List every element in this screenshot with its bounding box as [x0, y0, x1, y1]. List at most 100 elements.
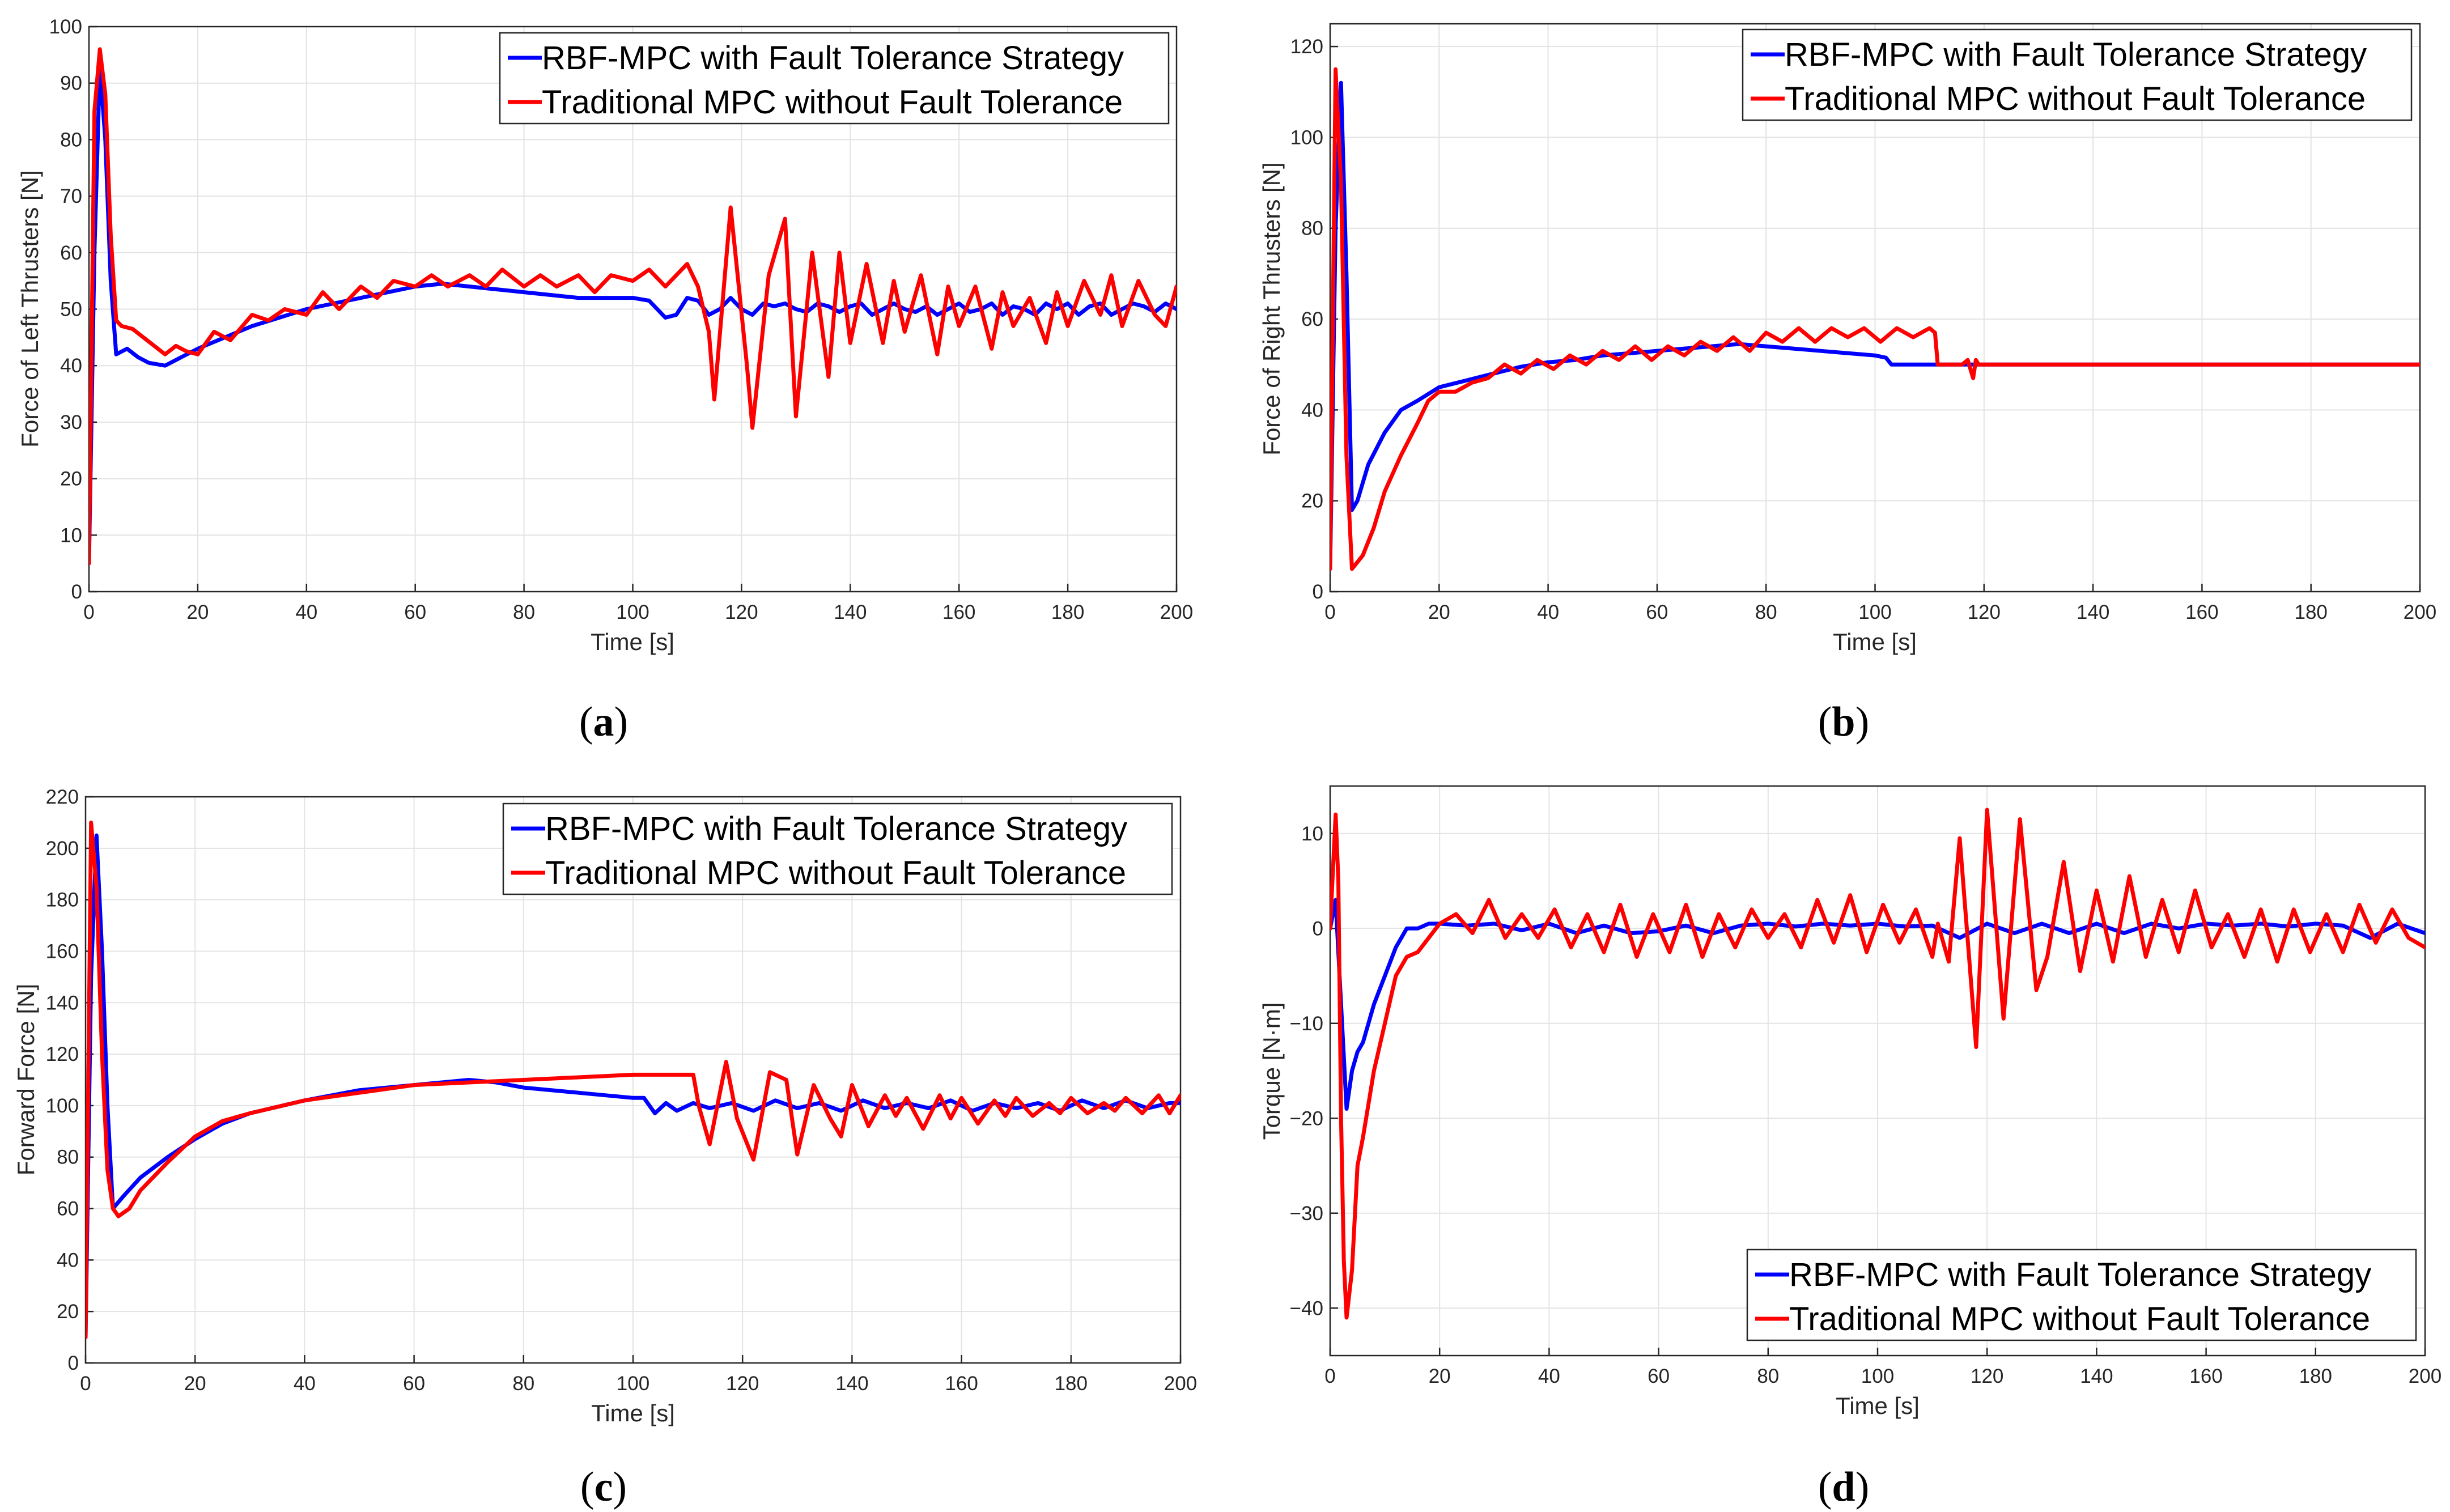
subplot-b-legend: RBF-MPC with Fault Tolerance Strategy Tr…	[1742, 28, 2413, 121]
subplot-d-xtick-label: 140	[2080, 1365, 2113, 1387]
subplot-d-xtick-label: 20	[1429, 1365, 1451, 1387]
subplot-a-series-rbf-mpc-line	[89, 64, 1177, 566]
subplot-b-caption-letter: b	[1832, 699, 1855, 745]
subplot-c-xtick-label: 160	[945, 1373, 978, 1395]
subplot-a-xtick-label: 100	[616, 601, 649, 623]
subplot-c-xtick-label: 100	[617, 1373, 649, 1395]
subplot-b-ytick-label: 20	[1301, 490, 1323, 512]
subplot-d-ytick-label: 10	[1301, 823, 1323, 845]
subplot-c-ytick-label: 220	[46, 786, 79, 808]
subplot-b-xtick-label: 0	[1324, 601, 1335, 623]
subplot-d-xtick-label: 80	[1757, 1365, 1779, 1387]
subplot-c-ticks: 0 20 40 60 80 100 120 140 160 180 200 0 20 40 60 80 100 1…	[46, 786, 1198, 1395]
subplot-b-ytick-label: 60	[1301, 308, 1323, 330]
subplot-c: 0 20 40 60 80 100 120 140 160 180 200 0 20 40 60 80 100 1…	[12, 786, 1197, 1510]
subplot-c-ytick-label: 180	[46, 889, 79, 911]
subplot-d-legend: RBF-MPC with Fault Tolerance Strategy Tr…	[1746, 1248, 2417, 1341]
subplot-a-ytick-label: 70	[60, 185, 82, 207]
subplot-a-ylabel: Force of Left Thrusters [N]	[16, 170, 43, 447]
subplot-a-ticks: 0 20 40 60 80 100 120 140 160 180 200 0 10 20 30 40 50 60…	[49, 16, 1194, 623]
subplot-b-ticks: 0 20 40 60 80 100 120 140 160 180 200 0 20 40 60 80 100 1…	[1290, 36, 2437, 623]
subplot-d-xtick-label: 180	[2299, 1365, 2332, 1387]
subplot-a-xtick-label: 160	[942, 601, 975, 623]
subplot-c-ylabel: Forward Force [N]	[12, 984, 39, 1175]
subplot-a-legend-box	[499, 32, 1170, 125]
subplot-d-series-traditional-mpc-line	[1330, 808, 2425, 1320]
subplot-a-xtick-label: 80	[513, 601, 535, 623]
subplot-b: 0 20 40 60 80 100 120 140 160 180 200 0 20 40 60 80 100 1…	[1258, 23, 2437, 745]
subplot-d-xlabel: Time [s]	[1836, 1392, 1920, 1419]
subplot-c-ytick-label: 0	[68, 1352, 79, 1374]
subplot-a-xlabel: Time [s]	[591, 628, 674, 655]
subplot-b-xtick-label: 80	[1755, 601, 1777, 623]
subplot-b-legend-box	[1742, 28, 2413, 121]
subplot-d-ytick-label: −20	[1290, 1107, 1323, 1129]
subplot-b-ytick-label: 120	[1290, 36, 1323, 58]
subplot-a-ytick-label: 20	[60, 468, 82, 490]
subplot-b-xtick-label: 100	[1858, 601, 1891, 623]
subplot-b-xtick-label: 160	[2185, 601, 2218, 623]
subplot-c-xtick-label: 0	[80, 1373, 91, 1395]
subplot-b-xtick-label: 60	[1646, 601, 1668, 623]
subplot-d-caption: (d)	[1818, 1464, 1869, 1510]
subplot-d-xtick-label: 60	[1648, 1365, 1670, 1387]
subplot-c-xtick-label: 60	[403, 1373, 425, 1395]
subplot-a-ytick-label: 30	[60, 411, 82, 434]
subplot-b-legend-label-traditional: Traditional MPC without Fault Tolerance	[1785, 80, 2366, 117]
subplot-a-legend-label-rbf: RBF-MPC with Fault Tolerance Strategy	[542, 40, 1124, 77]
subplot-a-xtick-label: 140	[834, 601, 867, 623]
subplot-c-legend-label-rbf: RBF-MPC with Fault Tolerance Strategy	[545, 810, 1127, 847]
subplot-b-xtick-label: 140	[2077, 601, 2109, 623]
subplot-c-ytick-label: 60	[57, 1198, 79, 1220]
subplot-d-ytick-label: −30	[1290, 1203, 1323, 1225]
subplot-b-xtick-label: 180	[2294, 601, 2327, 623]
subplot-a-ytick-label: 0	[71, 581, 82, 603]
subplot-b-ylabel: Force of Right Thrusters [N]	[1258, 162, 1285, 455]
subplot-c-ytick-label: 160	[46, 940, 79, 962]
subplot-a-lines	[89, 47, 1177, 566]
subplot-b-caption: (b)	[1818, 699, 1869, 745]
subplot-d-xtick-label: 100	[1861, 1365, 1894, 1387]
subplot-d-series-rbf-mpc-line	[1330, 898, 2425, 1111]
subplot-c-legend-box	[502, 802, 1173, 895]
subplot-c-ytick-label: 100	[46, 1095, 79, 1117]
subplot-b-xtick-label: 20	[1428, 601, 1450, 623]
subplot-d-ytick-label: −40	[1290, 1297, 1323, 1319]
subplot-c-ytick-label: 140	[46, 992, 79, 1014]
subplot-c-xtick-label: 80	[512, 1373, 534, 1395]
subplot-c-xlabel: Time [s]	[591, 1400, 675, 1426]
subplot-a-series-traditional-mpc-line	[89, 47, 1177, 566]
subplot-d-caption-letter: d	[1832, 1464, 1855, 1510]
subplot-c-ytick-label: 40	[57, 1249, 79, 1271]
subplot-b-legend-label-rbf: RBF-MPC with Fault Tolerance Strategy	[1785, 36, 2367, 73]
subplot-c-xtick-label: 40	[294, 1373, 316, 1395]
subplot-c-lines	[86, 820, 1181, 1340]
subplot-a-ytick-label: 60	[60, 242, 82, 264]
subplot-c-xtick-label: 140	[835, 1373, 868, 1395]
subplot-c-xtick-label: 120	[726, 1373, 759, 1395]
subplot-b-xtick-label: 40	[1537, 601, 1559, 623]
subplot-c-legend-label-traditional: Traditional MPC without Fault Tolerance	[545, 855, 1126, 891]
subplot-c-xtick-label: 20	[184, 1373, 206, 1395]
subplot-d-ticks: 0 20 40 60 80 100 120 140 160 180 200 −40 −30 −20 −10 0…	[1290, 823, 2442, 1387]
subplot-d-legend-box	[1746, 1248, 2417, 1341]
subplot-b-ytick-label: 0	[1313, 581, 1323, 603]
subplot-c-caption-letter: c	[595, 1464, 613, 1510]
subplot-a-ytick-label: 80	[60, 129, 82, 151]
subplot-d-legend-label-traditional: Traditional MPC without Fault Tolerance	[1789, 1301, 2370, 1337]
subplot-a-ytick-label: 90	[60, 73, 82, 95]
subplot-a-xtick-label: 20	[186, 601, 209, 623]
subplot-d-legend-label-rbf: RBF-MPC with Fault Tolerance Strategy	[1789, 1256, 2371, 1293]
subplot-a-xtick-label: 120	[725, 601, 758, 623]
subplot-a-legend: RBF-MPC with Fault Tolerance Strategy Tr…	[499, 32, 1170, 125]
subplot-d-ytick-label: 0	[1313, 918, 1323, 940]
subplot-a-caption: (a)	[579, 699, 628, 745]
subplot-a: 0 20 40 60 80 100 120 140 160 180 200 0 10 20 30 40 50 60…	[16, 16, 1193, 745]
subplot-a-ytick-label: 50	[60, 299, 82, 321]
subplot-a-xtick-label: 200	[1160, 601, 1193, 623]
subplot-d-lines	[1330, 808, 2425, 1320]
subplot-a-ytick-label: 40	[60, 355, 82, 377]
subplot-a-ytick-label: 10	[60, 524, 82, 546]
subplot-a-caption-letter: a	[593, 699, 614, 745]
subplot-d-xtick-label: 120	[1971, 1365, 2003, 1387]
